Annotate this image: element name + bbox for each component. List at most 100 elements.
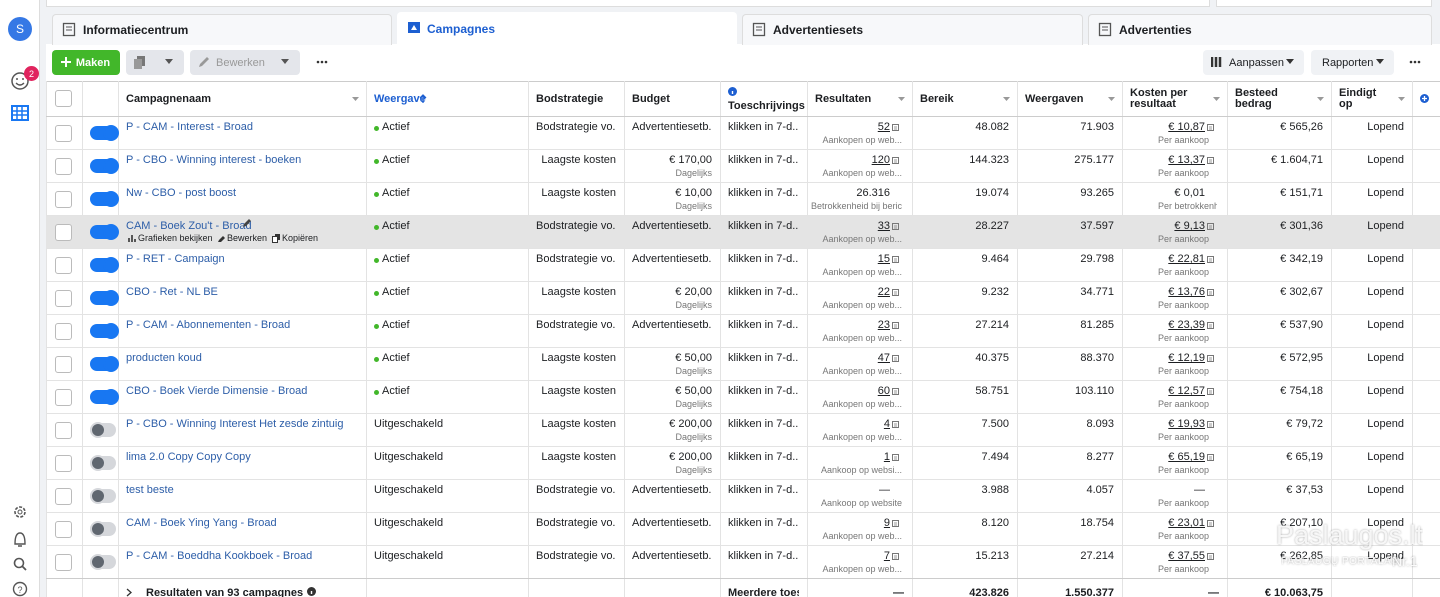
cell-budget: Advertentiesetb... (632, 253, 712, 265)
cell-name[interactable]: lima 2.0 Copy Copy Copy (126, 451, 251, 463)
checkbox[interactable] (55, 323, 72, 340)
checkbox[interactable] (55, 90, 72, 107)
row-action-icon[interactable] (217, 234, 226, 243)
cell-ends: Lopend (1367, 286, 1404, 298)
column-header[interactable]: Bereik (920, 92, 954, 105)
column-header[interactable]: Weergave (374, 92, 426, 105)
column-divider (366, 81, 367, 597)
cell-impressions: 27.214 (1080, 550, 1114, 562)
sidebar-bottom-icons[interactable]: ? (12, 504, 28, 597)
toggle[interactable] (90, 488, 116, 504)
cell-cost-note: Per aankoop (1158, 564, 1210, 574)
column-header[interactable]: Bodstrategie (536, 92, 604, 105)
cell-name[interactable]: CBO - Ret - NL BE (126, 286, 218, 298)
column-divider (1017, 81, 1018, 597)
cell-name[interactable]: P - CAM - Boeddha Kookboek - Broad (126, 550, 313, 562)
status-dot (374, 159, 379, 164)
tab[interactable]: Campagnes (397, 12, 737, 45)
toggle[interactable] (90, 224, 119, 240)
checkbox[interactable] (55, 554, 72, 571)
cell-spent: € 565,26 (1280, 121, 1323, 133)
toggle[interactable] (90, 554, 116, 570)
cell-name[interactable]: CAM - Boek Zou't - Broad (126, 220, 252, 232)
column-header[interactable]: Budget (632, 92, 670, 105)
cell-name[interactable]: producten koud (126, 352, 202, 364)
toggle[interactable] (90, 125, 119, 141)
cell-delivery: Actief (382, 286, 410, 298)
row-action[interactable]: Kopiëren (282, 233, 319, 243)
checkbox[interactable] (55, 389, 72, 406)
column-header[interactable]: Kosten per resultaat (1130, 87, 1188, 110)
more-icon[interactable] (316, 60, 328, 64)
add-column-icon[interactable] (1420, 94, 1429, 103)
column-header[interactable]: Toeschrijvingsin (728, 100, 805, 112)
row-action[interactable]: Grafieken bekijken (138, 233, 213, 243)
cell-bid: Laagste kosten (541, 451, 616, 463)
checkbox[interactable] (55, 521, 72, 538)
toggle[interactable] (90, 455, 116, 471)
info-square-icon (892, 520, 899, 527)
cell-name[interactable]: CAM - Boek Ying Yang - Broad (126, 517, 277, 529)
tab[interactable]: Informatiecentrum (52, 14, 392, 45)
checkbox[interactable] (55, 158, 72, 175)
cell-name[interactable]: P - CAM - Abonnementen - Broad (126, 319, 291, 331)
checkbox[interactable] (55, 257, 72, 274)
checkbox[interactable] (55, 224, 72, 241)
cell-name[interactable]: test beste (126, 484, 174, 496)
cell-attribution: klikken in 7-d... (728, 286, 799, 298)
toggle[interactable] (90, 323, 119, 339)
cell-spent: € 1.604,71 (1271, 154, 1323, 166)
cell-name[interactable]: P - CAM - Interest - Broad (126, 121, 253, 133)
checkbox[interactable] (55, 290, 72, 307)
toggle[interactable] (90, 521, 116, 537)
checkbox[interactable] (55, 356, 72, 373)
edit-name-icon[interactable] (242, 218, 252, 228)
cell-impressions: 34.771 (1080, 286, 1114, 298)
toggle[interactable] (90, 422, 116, 438)
column-header[interactable]: Eindigt op (1339, 87, 1377, 110)
cell-name[interactable]: P - RET - Campaign (126, 253, 225, 265)
toggle[interactable] (90, 257, 119, 273)
checkbox[interactable] (55, 125, 72, 142)
expand-icon[interactable] (126, 588, 132, 597)
toggle[interactable] (90, 158, 119, 174)
row-action-icon[interactable] (272, 234, 281, 243)
cell-spent: € 342,19 (1280, 253, 1323, 265)
tab[interactable]: Advertentiesets (742, 14, 1083, 45)
cell-results-note: Aankoop op website (820, 498, 902, 508)
info-square-icon (892, 256, 899, 263)
column-divider (720, 579, 721, 597)
cell-name[interactable]: Nw - CBO - post boost (126, 187, 237, 199)
cell-bid: Bodstrategie vo... (536, 220, 616, 232)
more-icon[interactable] (1409, 60, 1421, 64)
edit-button[interactable]: Bewerken (190, 50, 300, 75)
toggle[interactable] (90, 356, 119, 372)
info-icon (307, 587, 316, 596)
toggle[interactable] (90, 191, 119, 207)
checkbox[interactable] (55, 455, 72, 472)
column-header[interactable]: Campagnenaam (126, 92, 211, 105)
cell-name[interactable]: P - CBO - Winning Interest Het zesde zin… (126, 418, 344, 430)
column-header[interactable]: Resultaten (815, 92, 872, 105)
avatar[interactable]: S (8, 17, 32, 41)
cell-name[interactable]: P - CBO - Winning interest - boeken (126, 154, 302, 166)
toggle[interactable] (90, 389, 119, 405)
cell-bid: Laagste kosten (541, 187, 616, 199)
row-action[interactable]: Bewerken (227, 233, 268, 243)
checkbox[interactable] (55, 191, 72, 208)
notifications-icon[interactable] (10, 71, 30, 91)
sort-caret (1213, 97, 1220, 101)
cell-bid: Laagste kosten (541, 286, 616, 298)
campaigns-icon[interactable] (11, 104, 29, 122)
cell-name[interactable]: CBO - Boek Vierde Dimensie - Broad (126, 385, 308, 397)
checkbox[interactable] (55, 422, 72, 439)
tab[interactable]: Advertenties (1088, 14, 1432, 45)
cell-cost-note: Per aankoop (1158, 267, 1210, 277)
checkbox[interactable] (55, 488, 72, 505)
toggle[interactable] (90, 290, 119, 306)
cell-cost: — (1194, 484, 1205, 496)
row-action-icon[interactable] (128, 234, 137, 243)
cell-results: 22 (877, 286, 890, 298)
column-header[interactable]: Weergaven (1025, 92, 1084, 105)
column-header[interactable]: Besteed bedrag (1235, 87, 1278, 110)
